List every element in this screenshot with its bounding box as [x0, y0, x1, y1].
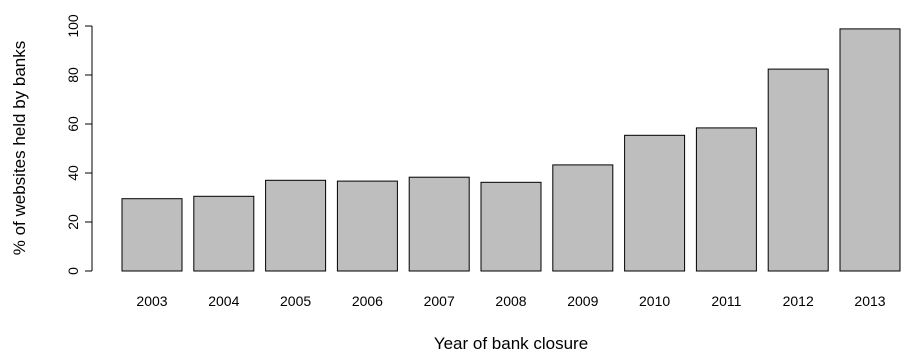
y-axis-title: % of websites held by banks	[10, 41, 29, 256]
bar-2012	[767, 68, 829, 272]
x-tick-label: 2013	[854, 293, 885, 309]
bar-2010	[624, 134, 686, 272]
x-tick-label: 2008	[495, 293, 526, 309]
bar-2013	[839, 28, 901, 272]
y-tick-label: 100	[65, 14, 81, 38]
bar-2009	[552, 164, 614, 272]
bar-2003	[121, 198, 183, 272]
bar-2004	[193, 195, 255, 272]
bar-2011	[695, 127, 757, 272]
x-tick-label: 2004	[208, 293, 239, 309]
x-tick-label: 2005	[280, 293, 311, 309]
bars	[121, 28, 901, 272]
x-tick-label: 2003	[136, 293, 167, 309]
x-axis-tick-labels: 2003 2004 2005 2006 2007 2008 2009 2010 2011 2012…	[136, 293, 885, 309]
x-tick-label: 2007	[424, 293, 455, 309]
bar-2008	[480, 181, 542, 272]
x-axis-title: Year of bank closure	[434, 334, 588, 353]
x-tick-label: 2012	[783, 293, 814, 309]
y-axis: 0 20 40 60 80 100	[65, 14, 93, 275]
y-tick-label: 40	[65, 165, 81, 181]
x-tick-label: 2010	[639, 293, 670, 309]
x-tick-label: 2006	[352, 293, 383, 309]
x-tick-label: 2011	[711, 293, 741, 309]
y-tick-label: 0	[65, 267, 81, 275]
y-tick-label: 80	[65, 67, 81, 83]
bar-2007	[408, 176, 470, 272]
x-tick-label: 2009	[567, 293, 598, 309]
y-tick-label: 20	[65, 214, 81, 230]
y-tick-label: 60	[65, 116, 81, 132]
bar-2005	[265, 179, 327, 272]
bar-2006	[336, 180, 398, 272]
